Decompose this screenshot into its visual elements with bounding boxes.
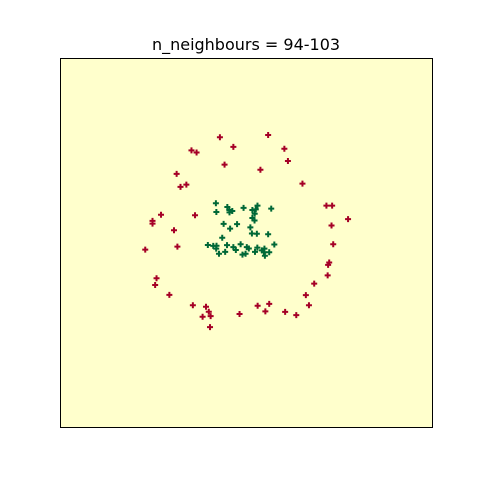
scatter-point-s1-16 xyxy=(234,221,241,228)
scatter-point-s0-34 xyxy=(202,303,209,310)
scatter-point-s0-7 xyxy=(257,166,264,173)
scatter-point-s1-34 xyxy=(245,245,252,252)
scatter-point-s0-32 xyxy=(166,291,173,298)
scatter-point-s1-42 xyxy=(271,241,278,248)
scatter-point-s0-10 xyxy=(177,183,184,190)
scatter-point-s0-36 xyxy=(199,313,206,320)
scatter-point-s1-43 xyxy=(219,234,226,241)
scatter-point-s0-21 xyxy=(328,222,335,229)
scatter-point-s1-35 xyxy=(252,248,259,255)
scatter-point-s0-42 xyxy=(282,308,289,315)
scatter-point-s0-11 xyxy=(183,181,190,188)
scatter-point-s0-39 xyxy=(254,302,261,309)
scatter-point-s0-45 xyxy=(207,324,214,331)
scatter-point-s1-20 xyxy=(265,231,272,238)
scatter-point-s0-24 xyxy=(326,259,333,266)
scatter-point-s0-33 xyxy=(189,302,196,309)
scatter-point-s0-1 xyxy=(193,149,200,156)
scatter-point-s0-14 xyxy=(329,202,336,209)
scatter-point-s1-36 xyxy=(254,244,261,251)
scatter-point-s1-24 xyxy=(213,245,220,252)
scatter-point-s1-30 xyxy=(237,241,244,248)
scatter-point-s0-25 xyxy=(324,272,331,279)
scatter-point-s0-44 xyxy=(305,302,312,309)
scatter-point-s0-30 xyxy=(311,280,318,287)
scatter-point-s0-20 xyxy=(192,212,199,219)
scatter-point-s0-37 xyxy=(207,313,214,320)
scatter-point-s0-2 xyxy=(216,134,223,141)
chart-title: n_neighbours = 94-103 xyxy=(152,35,340,55)
scatter-point-s0-43 xyxy=(293,312,300,319)
scatter-point-s0-0 xyxy=(188,147,195,154)
scatter-point-s0-31 xyxy=(302,292,309,299)
scatter-point-s1-27 xyxy=(224,242,231,249)
scatter-point-s1-1 xyxy=(224,203,231,210)
scatter-point-s1-25 xyxy=(215,250,222,257)
scatter-point-s1-39 xyxy=(261,245,268,252)
scatter-point-s0-26 xyxy=(174,243,181,250)
scatter-point-s1-14 xyxy=(220,220,227,227)
scatter-point-s0-19 xyxy=(171,227,177,234)
scatter-point-s0-5 xyxy=(281,145,288,152)
scatter-point-s1-32 xyxy=(242,250,249,257)
scatter-point-s1-0 xyxy=(212,200,219,207)
scatter-point-s0-29 xyxy=(152,282,159,289)
scatter-point-s1-29 xyxy=(232,247,239,254)
scatter-point-s0-13 xyxy=(323,202,330,209)
scatter-point-s1-17 xyxy=(247,224,254,231)
scatter-point-s0-9 xyxy=(173,170,180,177)
scatter-point-s0-28 xyxy=(153,275,160,282)
plot-area xyxy=(60,58,433,428)
scatter-point-s0-18 xyxy=(149,220,156,227)
scatter-point-s0-8 xyxy=(221,161,228,168)
scatter-point-s1-26 xyxy=(222,248,229,255)
scatter-point-s0-16 xyxy=(158,211,165,218)
scatter-point-s1-11 xyxy=(251,217,258,224)
scatter-point-s1-21 xyxy=(204,241,211,248)
scatter-point-s0-22 xyxy=(330,241,337,248)
scatter-point-s1-12 xyxy=(268,205,275,212)
scatter-point-s1-40 xyxy=(266,249,273,256)
scatter-point-s1-15 xyxy=(227,225,234,232)
scatter-point-s0-41 xyxy=(266,300,273,307)
scatter-point-s1-13 xyxy=(213,209,220,216)
scatter-point-s1-19 xyxy=(253,230,260,237)
scatter-point-s0-12 xyxy=(299,180,306,187)
scatter-point-s1-8 xyxy=(252,206,259,213)
scatter-point-s0-4 xyxy=(265,132,272,139)
scatter-point-s0-35 xyxy=(205,308,212,315)
scatter-point-s0-15 xyxy=(345,216,352,223)
scatter-point-s1-7 xyxy=(254,202,261,209)
scatter-point-s0-40 xyxy=(262,308,269,315)
scatter-point-s1-41 xyxy=(261,252,268,259)
scatter-point-s0-6 xyxy=(284,157,291,164)
scatter-point-s1-4 xyxy=(229,207,236,214)
scatter-point-s0-38 xyxy=(236,310,243,317)
scatter-point-s0-3 xyxy=(230,143,237,150)
scatter-point-s1-9 xyxy=(251,210,258,217)
scatter-point-s0-27 xyxy=(142,246,149,253)
scatter-point-s1-5 xyxy=(240,204,247,211)
scatter-marks xyxy=(142,132,352,331)
